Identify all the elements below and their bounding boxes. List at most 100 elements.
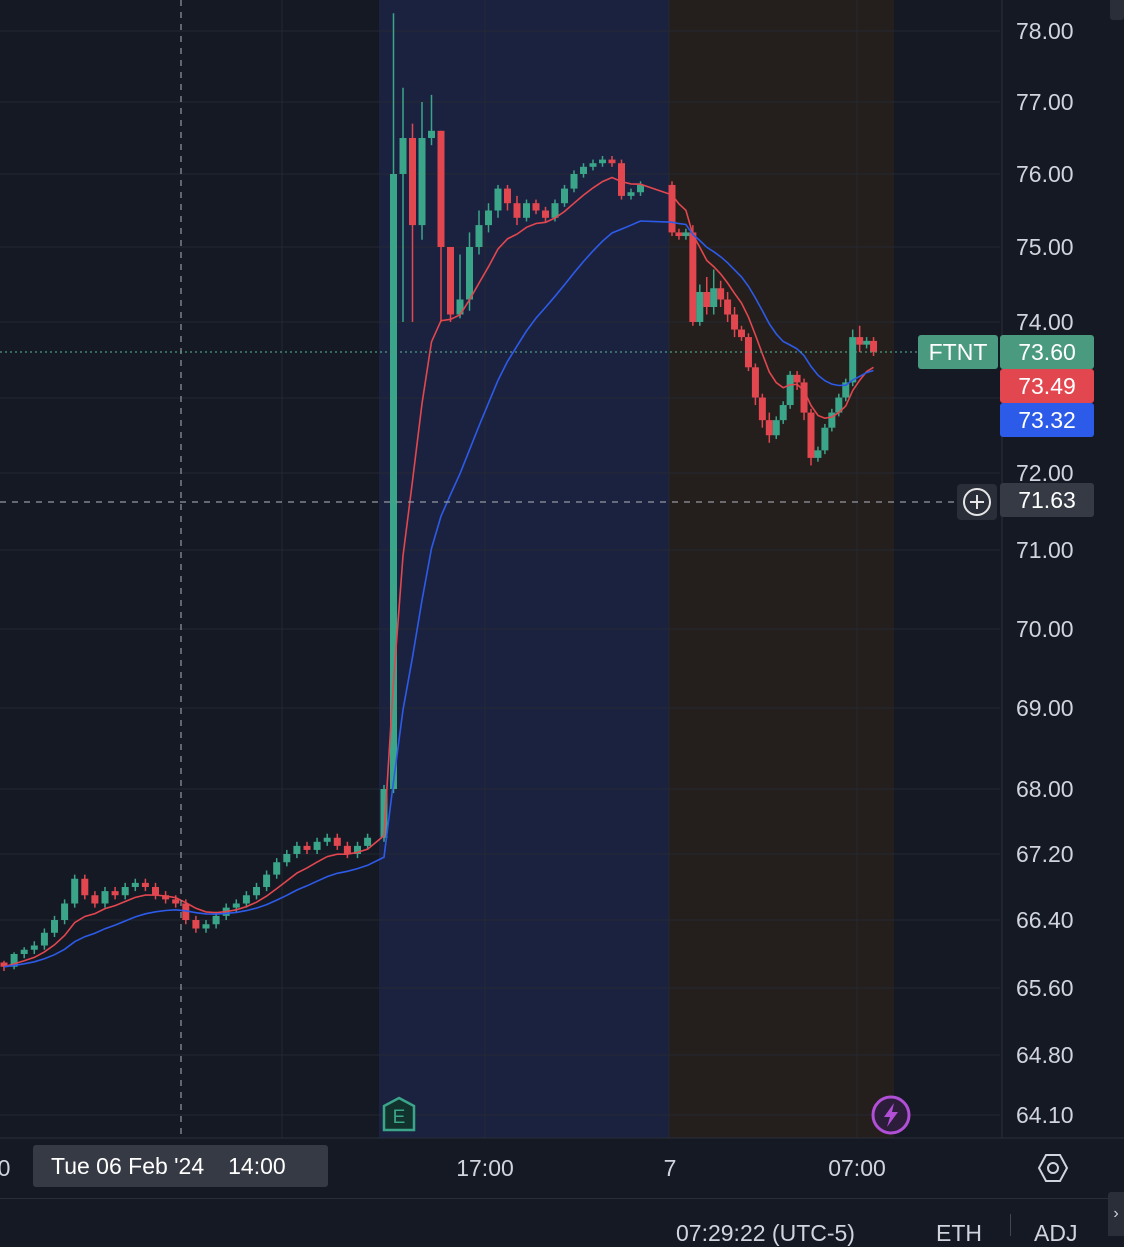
body-70	[703, 292, 711, 307]
y-tick-78.00: 78.00	[1016, 18, 1074, 44]
y-tick-66.40: 66.40	[1016, 907, 1074, 933]
candle-32	[323, 833, 331, 846]
candle-38	[390, 13, 397, 794]
earnings-badge[interactable]: E	[381, 1096, 417, 1132]
y-tick-72.00: 72.00	[1016, 460, 1074, 486]
crosshair-date: Tue 06 Feb '24	[51, 1153, 205, 1179]
candle-10	[101, 887, 109, 908]
body-49	[494, 188, 502, 211]
body-48	[485, 210, 492, 226]
chevron-right-icon[interactable]: ›	[1108, 1192, 1124, 1236]
body-39	[399, 138, 407, 174]
candle-31	[313, 837, 321, 854]
body-36	[364, 837, 372, 846]
candle-9	[91, 891, 99, 908]
body-29	[293, 845, 301, 854]
candle-81	[779, 401, 787, 424]
gear-icon[interactable]	[1037, 1152, 1069, 1184]
y-tick-77.00: 77.00	[1016, 89, 1074, 115]
y-tick-76.00: 76.00	[1016, 161, 1074, 187]
candle-29	[293, 841, 301, 859]
status-bar	[0, 1198, 1124, 1237]
status-divider	[1010, 1214, 1011, 1236]
candle-46	[466, 232, 473, 311]
x-tick-17: 17:00	[456, 1155, 514, 1181]
body-13	[131, 882, 139, 887]
body-4	[40, 932, 48, 946]
body-83	[793, 374, 801, 383]
body-81	[779, 405, 787, 421]
body-23	[232, 903, 240, 908]
y-tick-64.80: 64.80	[1016, 1042, 1074, 1068]
adjust-toggle[interactable]: ADJ	[1034, 1220, 1078, 1246]
y-tick-64.10: 64.10	[1016, 1102, 1074, 1128]
body-51	[513, 203, 521, 218]
candle-57	[570, 170, 578, 193]
body-65	[668, 184, 676, 233]
candle-59	[589, 159, 597, 171]
session-toggle[interactable]: ETH	[936, 1220, 982, 1246]
body-24	[242, 895, 250, 904]
x-tick-07: 07:00	[828, 1155, 886, 1181]
candle-45	[456, 254, 464, 319]
body-14	[141, 882, 149, 887]
body-2	[20, 949, 28, 954]
body-12	[121, 887, 129, 896]
candle-3	[30, 941, 38, 954]
body-47	[475, 225, 483, 247]
candle-48	[485, 203, 492, 233]
body-9	[91, 895, 99, 904]
candle-12	[121, 882, 129, 900]
body-89	[835, 397, 843, 413]
candle-33	[333, 833, 341, 850]
candle-54	[542, 206, 549, 222]
y-tick-68.00: 68.00	[1016, 776, 1074, 802]
body-10	[101, 891, 109, 904]
body-75	[738, 329, 745, 338]
candle-69	[696, 284, 704, 326]
body-11	[111, 891, 119, 896]
body-15	[152, 887, 159, 896]
body-1	[10, 954, 18, 967]
body-41	[418, 138, 426, 226]
body-64	[637, 184, 644, 193]
body-79	[765, 420, 773, 436]
body-63	[627, 192, 635, 196]
candle-39	[399, 87, 407, 322]
candle-15	[152, 882, 159, 900]
x-tick-day7: 7	[663, 1155, 677, 1181]
ema-red-label: 73.49	[1000, 369, 1094, 403]
body-55	[551, 203, 559, 218]
body-74	[731, 314, 739, 330]
body-20	[202, 924, 210, 929]
add-alert-button[interactable]	[957, 484, 997, 520]
candle-68	[689, 225, 697, 326]
price-axis-ticks: 78.00 77.00 76.00 75.00 74.00 72.00 71.00 70.00…	[1016, 18, 1074, 1128]
body-27	[273, 862, 281, 875]
ema-red-line	[3, 176, 874, 968]
candle-75	[738, 325, 745, 341]
candle-56	[561, 184, 568, 207]
candle-41	[418, 102, 426, 240]
body-87	[821, 427, 829, 451]
body-69	[696, 292, 704, 322]
candle-1	[10, 952, 18, 970]
candle-0	[0, 960, 8, 971]
scrollbar-top[interactable]	[1110, 0, 1124, 20]
candle-70	[703, 277, 711, 315]
candle-5	[51, 915, 58, 937]
candle-40	[409, 123, 416, 322]
candle-94	[870, 337, 878, 356]
candles[interactable]	[0, 13, 878, 971]
body-31	[313, 841, 321, 850]
body-73	[724, 299, 732, 315]
body-16	[162, 895, 170, 900]
body-8	[81, 878, 89, 896]
lightning-icon[interactable]	[870, 1094, 912, 1136]
candle-58	[580, 163, 587, 178]
body-5	[51, 920, 58, 933]
candle-28	[283, 849, 291, 867]
candle-30	[303, 841, 311, 854]
candle-67	[682, 228, 690, 240]
